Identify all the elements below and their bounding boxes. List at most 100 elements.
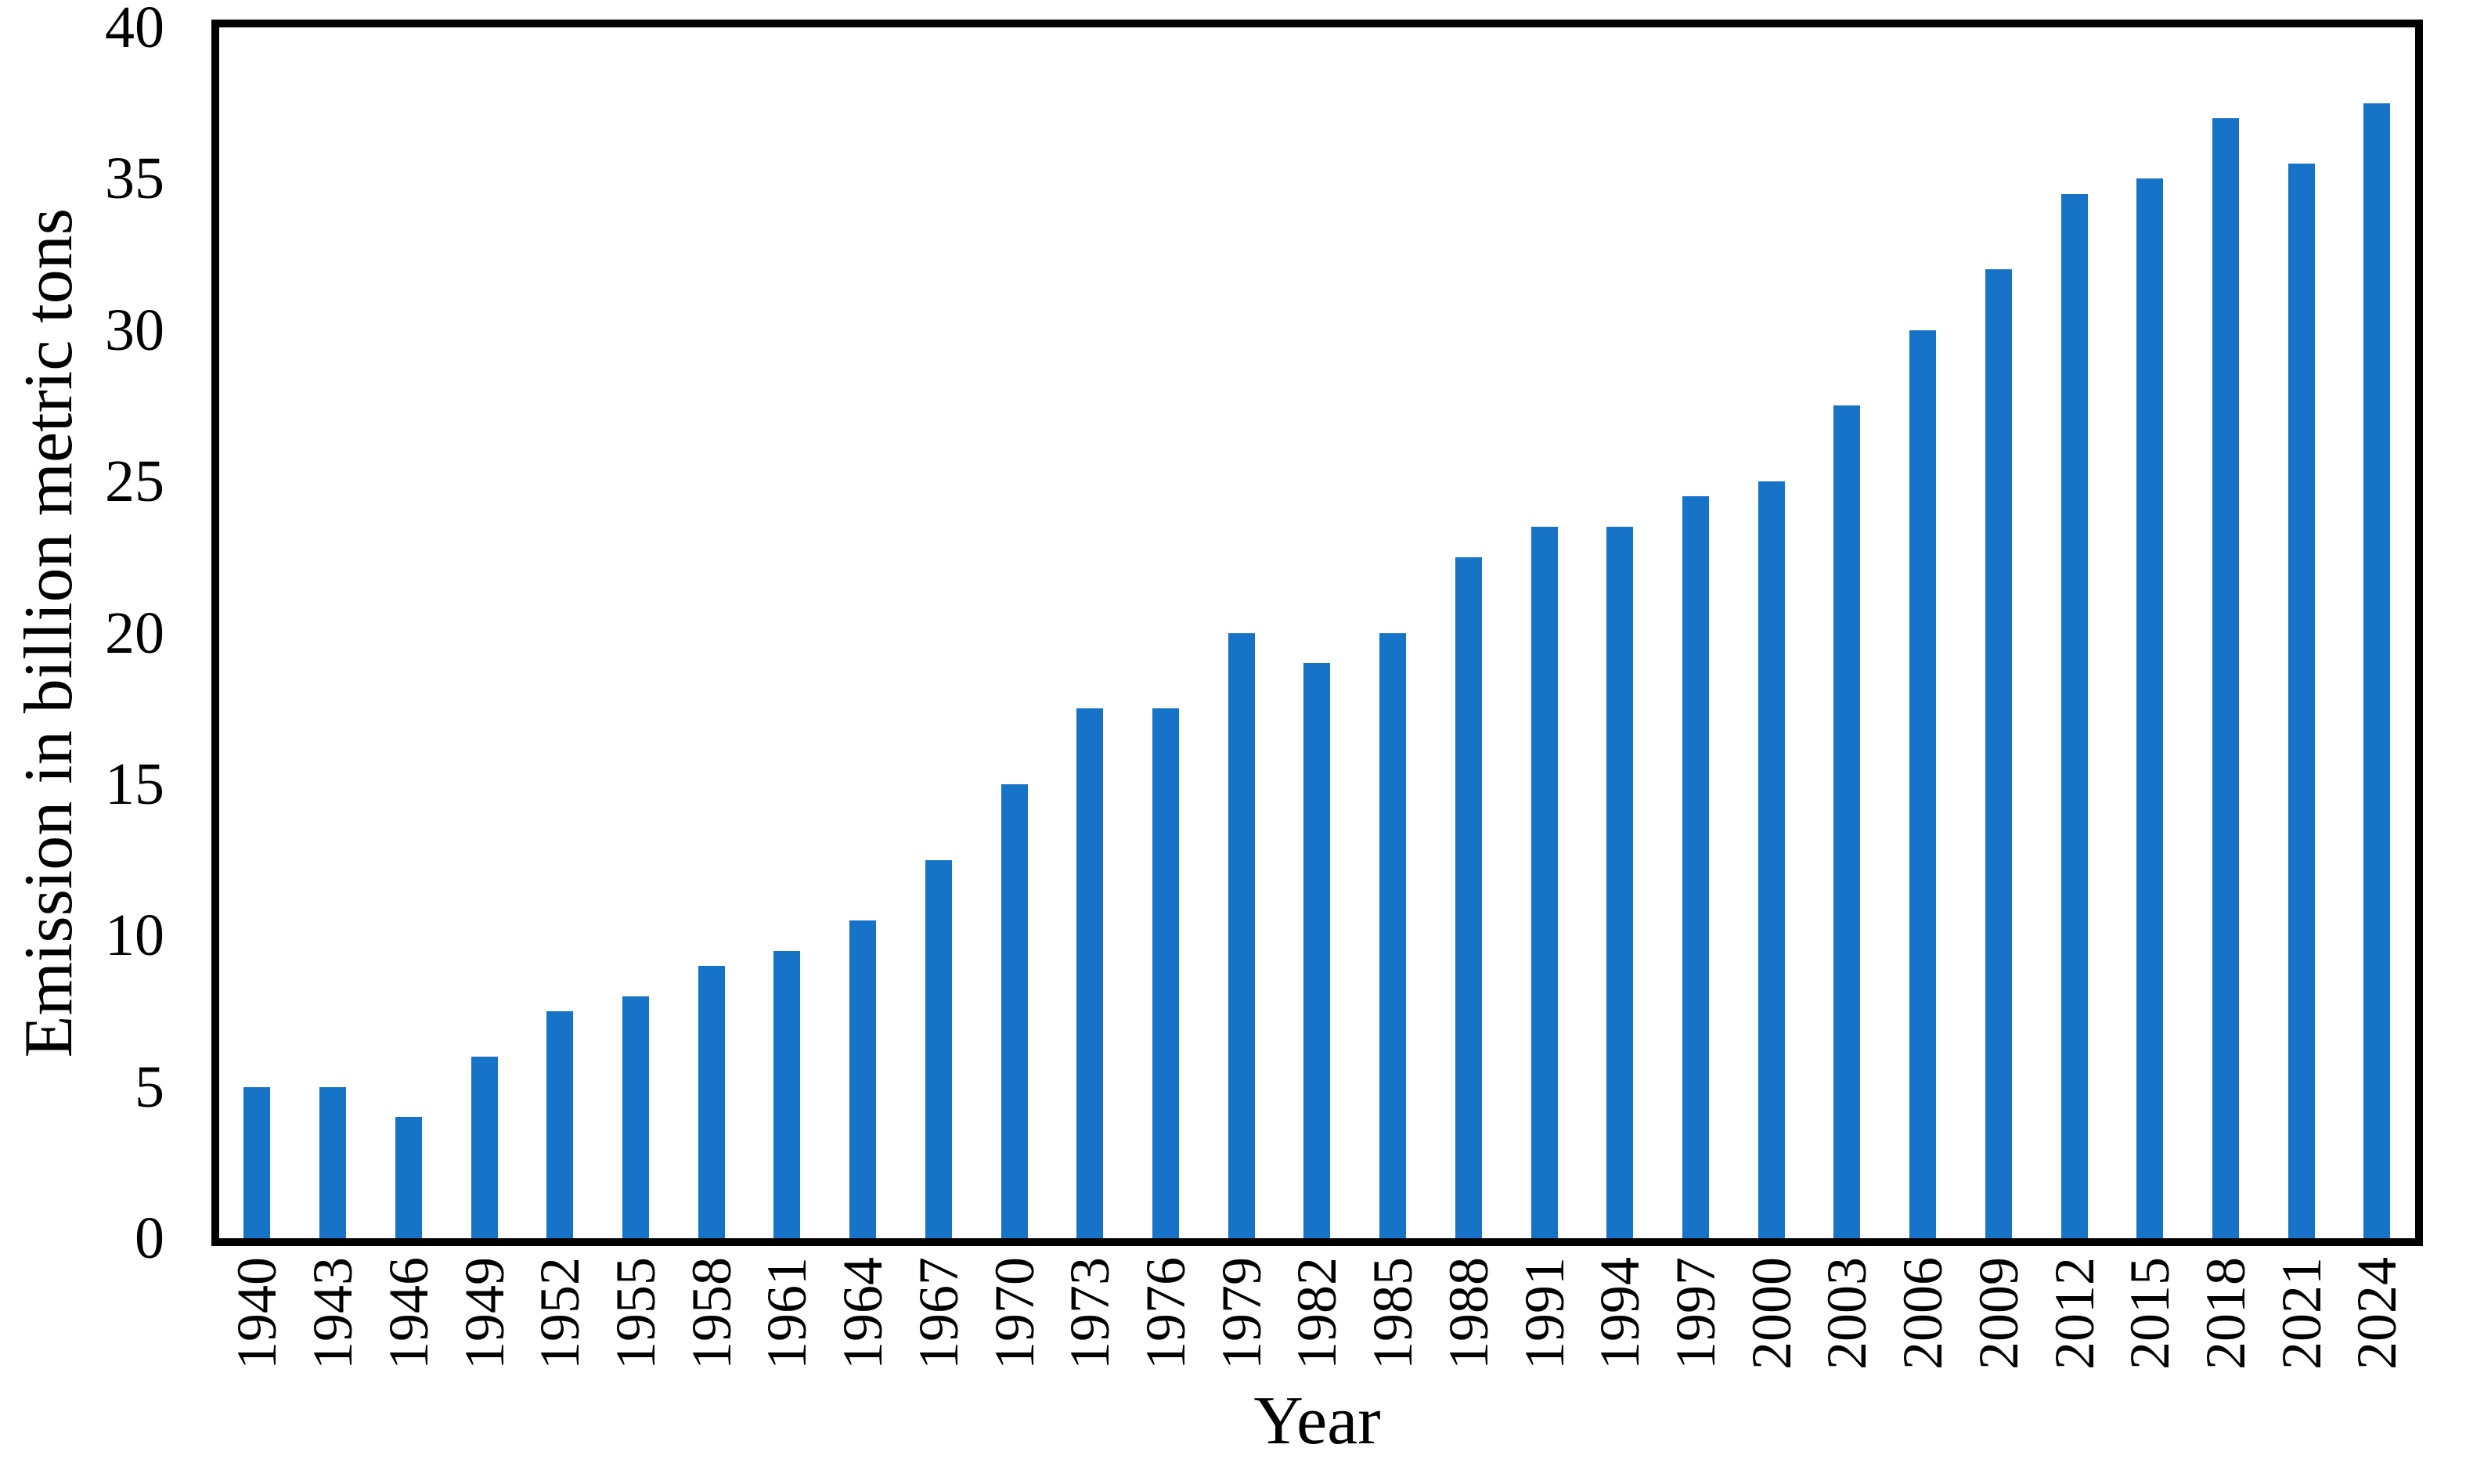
bar-column-2009 bbox=[1961, 27, 2037, 1238]
y-tick-label-30: 30 bbox=[105, 297, 164, 363]
bar-column-2021 bbox=[2263, 27, 2339, 1238]
bar-column-1961 bbox=[749, 27, 825, 1238]
bar-column-2018 bbox=[2188, 27, 2264, 1238]
bar-1955 bbox=[622, 996, 649, 1238]
x-tick-label-1994: 1994 bbox=[1588, 1257, 1652, 1370]
bar-column-1943 bbox=[295, 27, 371, 1238]
bar-column-1964 bbox=[825, 27, 901, 1238]
bar-2015 bbox=[2136, 178, 2164, 1238]
y-axis-tick-labels: 0 5 10 15 20 25 30 35 40 bbox=[0, 0, 168, 1268]
y-tick-label-15: 15 bbox=[105, 751, 164, 817]
x-tick-label-1988: 1988 bbox=[1437, 1257, 1500, 1370]
x-tick-slot-1970: 1970 bbox=[976, 1257, 1052, 1382]
x-tick-label-1943: 1943 bbox=[301, 1257, 365, 1370]
x-tick-label-1961: 1961 bbox=[755, 1257, 819, 1370]
x-tick-label-1946: 1946 bbox=[377, 1257, 440, 1370]
y-tick-label-5: 5 bbox=[135, 1054, 164, 1120]
bar-1970 bbox=[1000, 783, 1028, 1238]
bar-column-1982 bbox=[1279, 27, 1355, 1238]
bar-column-1946 bbox=[370, 27, 446, 1238]
y-tick-label-40: 40 bbox=[105, 0, 164, 60]
x-tick-slot-1967: 1967 bbox=[900, 1257, 976, 1382]
bar-2009 bbox=[1985, 269, 2012, 1238]
bar-2024 bbox=[2363, 103, 2391, 1238]
bar-column-2012 bbox=[2036, 27, 2112, 1238]
bar-1964 bbox=[849, 920, 877, 1238]
bar-column-1952 bbox=[522, 27, 598, 1238]
x-tick-label-2003: 2003 bbox=[1815, 1257, 1879, 1370]
x-axis-title: Year bbox=[1253, 1383, 1381, 1459]
y-axis-title: Emission in billion metric tons bbox=[10, 207, 87, 1058]
x-tick-slot-1991: 1991 bbox=[1506, 1257, 1582, 1382]
x-tick-label-1958: 1958 bbox=[680, 1257, 743, 1370]
bar-column-2006 bbox=[1885, 27, 1961, 1238]
x-tick-slot-1949: 1949 bbox=[446, 1257, 522, 1382]
bar-2018 bbox=[2212, 118, 2240, 1238]
x-tick-slot-1940: 1940 bbox=[219, 1257, 295, 1382]
bar-1940 bbox=[243, 1086, 271, 1238]
bar-column-2015 bbox=[2112, 27, 2188, 1238]
x-tick-label-2024: 2024 bbox=[2345, 1257, 2409, 1370]
x-tick-slot-1982: 1982 bbox=[1279, 1257, 1355, 1382]
x-axis-tick-labels: 1940 1943 1946 1949 1952 1955 1958 1961 1964 1967… bbox=[219, 1257, 2415, 1382]
x-tick-slot-2003: 2003 bbox=[1809, 1257, 1885, 1382]
x-tick-slot-1976: 1976 bbox=[1128, 1257, 1204, 1382]
y-tick-label-0: 0 bbox=[135, 1205, 164, 1271]
bar-1973 bbox=[1076, 708, 1104, 1238]
x-tick-label-2015: 2015 bbox=[2118, 1257, 2182, 1370]
y-tick-label-20: 20 bbox=[105, 600, 164, 666]
x-tick-slot-1955: 1955 bbox=[598, 1257, 674, 1382]
x-tick-label-1970: 1970 bbox=[982, 1257, 1046, 1370]
x-tick-slot-2000: 2000 bbox=[1733, 1257, 1809, 1382]
bar-column-1973 bbox=[1052, 27, 1128, 1238]
bar-column-1958 bbox=[673, 27, 749, 1238]
x-tick-label-1991: 1991 bbox=[1512, 1257, 1576, 1370]
bar-1991 bbox=[1530, 527, 1558, 1238]
bar-column-1988 bbox=[1431, 27, 1507, 1238]
x-tick-slot-1958: 1958 bbox=[673, 1257, 749, 1382]
bar-column-2003 bbox=[1809, 27, 1885, 1238]
x-tick-label-2000: 2000 bbox=[1740, 1257, 1803, 1370]
bar-column-1985 bbox=[1355, 27, 1431, 1238]
x-tick-label-1973: 1973 bbox=[1058, 1257, 1122, 1370]
x-tick-label-1982: 1982 bbox=[1285, 1257, 1349, 1370]
plot-area bbox=[211, 20, 2423, 1246]
bar-column-1970 bbox=[976, 27, 1052, 1238]
x-tick-slot-1994: 1994 bbox=[1582, 1257, 1658, 1382]
x-tick-label-2021: 2021 bbox=[2270, 1257, 2333, 1370]
x-tick-label-1964: 1964 bbox=[831, 1257, 895, 1370]
bar-1994 bbox=[1606, 527, 1634, 1238]
bar-1967 bbox=[925, 859, 952, 1238]
bar-1958 bbox=[698, 965, 725, 1238]
bar-1952 bbox=[546, 1010, 574, 1238]
bar-column-1997 bbox=[1658, 27, 1734, 1238]
x-tick-slot-1952: 1952 bbox=[522, 1257, 598, 1382]
bar-column-2000 bbox=[1733, 27, 1809, 1238]
x-tick-label-1949: 1949 bbox=[452, 1257, 516, 1370]
bar-1979 bbox=[1228, 632, 1255, 1238]
bar-column-1949 bbox=[446, 27, 522, 1238]
bar-1943 bbox=[319, 1086, 347, 1238]
x-tick-slot-1985: 1985 bbox=[1355, 1257, 1431, 1382]
bar-column-1976 bbox=[1128, 27, 1204, 1238]
y-axis-title-wrap: Emission in billion metric tons bbox=[8, 20, 90, 1246]
bar-1988 bbox=[1455, 556, 1482, 1238]
bar-2021 bbox=[2288, 164, 2315, 1238]
x-tick-slot-2021: 2021 bbox=[2263, 1257, 2339, 1382]
bar-1961 bbox=[773, 950, 801, 1238]
bar-column-1940 bbox=[219, 27, 295, 1238]
x-tick-slot-1997: 1997 bbox=[1658, 1257, 1734, 1382]
x-tick-label-1955: 1955 bbox=[604, 1257, 667, 1370]
y-tick-label-35: 35 bbox=[105, 146, 164, 212]
bar-1997 bbox=[1682, 496, 1710, 1238]
x-tick-slot-1946: 1946 bbox=[370, 1257, 446, 1382]
x-tick-slot-1964: 1964 bbox=[825, 1257, 901, 1382]
x-tick-slot-2012: 2012 bbox=[2036, 1257, 2112, 1382]
bar-2012 bbox=[2060, 193, 2088, 1238]
x-tick-label-1940: 1940 bbox=[225, 1257, 289, 1370]
x-tick-label-1997: 1997 bbox=[1664, 1257, 1728, 1370]
bar-column-1994 bbox=[1582, 27, 1658, 1238]
x-tick-slot-2009: 2009 bbox=[1961, 1257, 2037, 1382]
x-tick-label-1979: 1979 bbox=[1210, 1257, 1273, 1370]
bar-2006 bbox=[1909, 330, 1937, 1238]
